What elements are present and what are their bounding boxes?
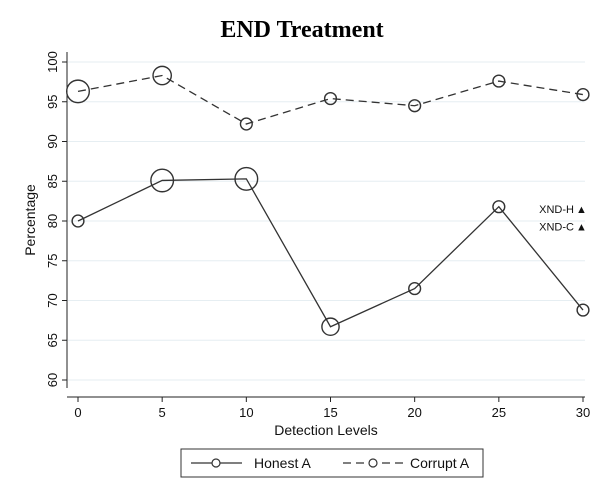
x-ticks: 0 5 10 15 20 25 30 — [74, 397, 590, 420]
y-tick-label: 75 — [45, 254, 60, 268]
x-tick-label: 20 — [407, 405, 421, 420]
triangle-up-icon: ▲ — [576, 204, 587, 216]
data-point — [323, 91, 338, 106]
y-tick-label: 70 — [45, 293, 60, 307]
series-layer — [65, 65, 590, 337]
data-point — [576, 303, 590, 317]
y-axis-label: Percentage — [22, 184, 38, 256]
x-tick-label: 30 — [576, 405, 590, 420]
y-ticks: 60 65 70 75 80 85 90 95 100 — [45, 51, 67, 387]
series-honest-a — [71, 166, 590, 337]
y-tick-label: 80 — [45, 214, 60, 228]
x-tick-label: 10 — [239, 405, 253, 420]
data-point — [239, 117, 253, 131]
y-tick-label: 100 — [45, 51, 60, 73]
x-tick-label: 5 — [159, 405, 166, 420]
y-tick-label: 90 — [45, 134, 60, 148]
data-point — [152, 65, 173, 86]
x-tick-label: 0 — [74, 405, 81, 420]
data-point — [492, 74, 506, 88]
y-tick-label: 60 — [45, 373, 60, 387]
y-tick-label: 65 — [45, 333, 60, 347]
y-tick-label: 85 — [45, 174, 60, 188]
series-line — [77, 178, 584, 328]
x-axis-label: Detection Levels — [274, 422, 378, 438]
legend-corrupt-marker — [368, 458, 378, 468]
legend-honest-marker — [211, 458, 221, 468]
data-point — [408, 99, 422, 113]
x-tick-label: 15 — [323, 405, 337, 420]
data-point — [71, 214, 85, 228]
data-point — [234, 166, 259, 191]
data-point — [576, 87, 590, 102]
series-line — [77, 74, 584, 125]
triangle-up-icon: ▲ — [576, 222, 587, 234]
annotations: XND-H ▲XND-C ▲ — [539, 204, 587, 233]
grid-lines — [68, 61, 585, 381]
y-tick-label: 95 — [45, 95, 60, 109]
legend: Honest A Corrupt A — [180, 448, 484, 478]
data-point — [492, 200, 506, 214]
legend-honest-label: Honest A — [254, 455, 311, 471]
data-point — [321, 317, 340, 337]
data-point — [408, 281, 422, 296]
data-point — [65, 79, 90, 104]
legend-corrupt-label: Corrupt A — [410, 455, 470, 471]
data-point — [150, 168, 175, 193]
series-corrupt-a — [65, 65, 590, 131]
chart-title: END Treatment — [220, 17, 383, 43]
annotation-label: XND-C — [539, 222, 574, 234]
annotation-label: XND-H — [539, 204, 574, 216]
x-tick-label: 25 — [492, 405, 506, 420]
